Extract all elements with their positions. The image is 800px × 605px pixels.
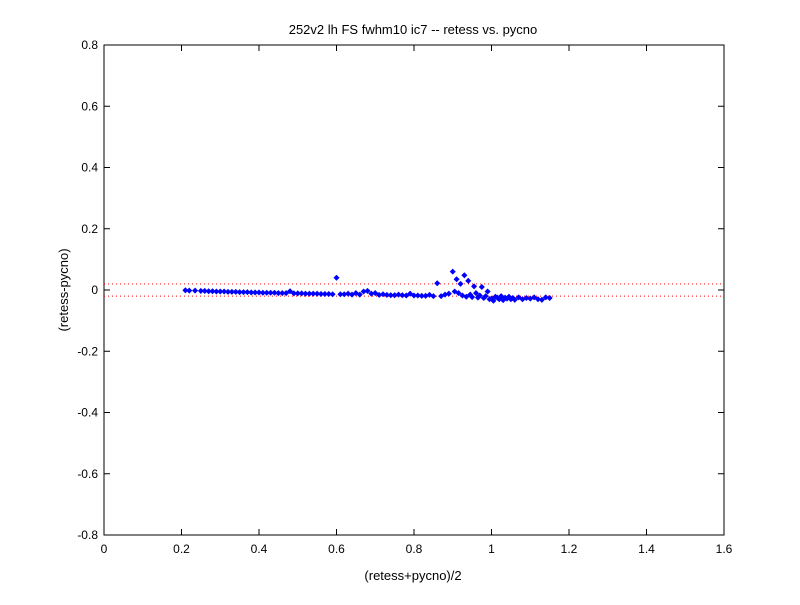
data-point [484, 288, 491, 295]
data-point [523, 294, 530, 301]
data-point [329, 291, 336, 298]
data-point [453, 276, 460, 283]
data-points [182, 268, 553, 304]
data-point [463, 293, 470, 300]
data-point [546, 294, 553, 301]
x-tick-label: 1.2 [561, 542, 578, 556]
data-point [471, 283, 478, 290]
data-point [472, 290, 480, 297]
data-point [511, 296, 518, 303]
data-point [403, 292, 410, 299]
y-tick-label: -0.8 [77, 528, 98, 542]
data-point [286, 288, 294, 295]
y-tick-label: -0.2 [77, 344, 98, 358]
data-point [255, 289, 263, 296]
data-point [232, 288, 239, 295]
data-point [478, 283, 485, 290]
data-point [186, 287, 193, 294]
data-point [244, 289, 251, 296]
y-tick-label: 0.6 [81, 99, 98, 113]
data-point [221, 288, 228, 295]
data-point [531, 294, 538, 301]
y-tick-label: 0.4 [81, 161, 98, 175]
data-point [430, 293, 437, 300]
data-point [395, 291, 402, 298]
x-tick-label: 1.6 [716, 542, 733, 556]
data-point [325, 290, 332, 298]
data-point [314, 290, 321, 297]
data-point [490, 297, 497, 304]
x-tick-label: 0.4 [251, 542, 268, 556]
x-tick-label: 1.4 [638, 542, 655, 556]
x-tick-label: 0.8 [406, 542, 423, 556]
data-point [434, 280, 441, 287]
y-axis-title: (retess-pycno) [56, 248, 71, 331]
x-axis-title: (retess+pycno)/2 [364, 568, 461, 583]
reference-lines [104, 283, 724, 297]
data-point [482, 293, 489, 300]
x-tick-label: 0.2 [173, 542, 190, 556]
data-point [469, 294, 476, 301]
chart-title: 252v2 lh FS fwhm10 ic7 -- retess vs. pyc… [289, 22, 538, 37]
x-tick-label: 0.6 [328, 542, 345, 556]
x-tick-label: 0 [101, 542, 108, 556]
data-point [465, 277, 472, 284]
y-tick-label: -0.4 [77, 406, 98, 420]
data-point [414, 292, 421, 299]
y-tick-labels: -0.8 -0.6 -0.4 -0.2 0 0.2 0.4 0.6 0.8 [77, 38, 98, 542]
x-tick-label: 1 [488, 542, 495, 556]
data-point [201, 287, 208, 294]
data-point [283, 290, 290, 297]
data-point [271, 289, 278, 296]
data-point [515, 294, 522, 301]
y-tick-label: 0.2 [81, 222, 98, 236]
data-point [383, 291, 390, 298]
y-tick-label: 0 [91, 283, 98, 297]
data-point [364, 287, 371, 294]
data-point [461, 272, 468, 279]
data-point [455, 290, 462, 297]
data-point [445, 290, 452, 297]
data-point [192, 287, 199, 294]
data-point [538, 296, 545, 303]
data-point [476, 292, 483, 299]
data-point [333, 274, 340, 281]
data-point [407, 290, 414, 297]
data-point [399, 292, 406, 299]
data-point [542, 294, 549, 301]
data-point [534, 296, 542, 303]
data-point [379, 291, 387, 298]
y-tick-label: 0.8 [81, 38, 98, 52]
data-point [298, 290, 305, 297]
data-point [356, 291, 363, 298]
data-point [209, 288, 216, 295]
x-tick-labels: 0 0.2 0.4 0.6 0.8 1 1.2 1.4 1.6 [101, 542, 733, 556]
data-point [182, 287, 189, 294]
axis-ticks [103, 44, 725, 536]
data-point [372, 290, 379, 297]
data-point [449, 268, 456, 275]
y-tick-label: -0.6 [77, 467, 98, 481]
data-point [457, 280, 464, 287]
